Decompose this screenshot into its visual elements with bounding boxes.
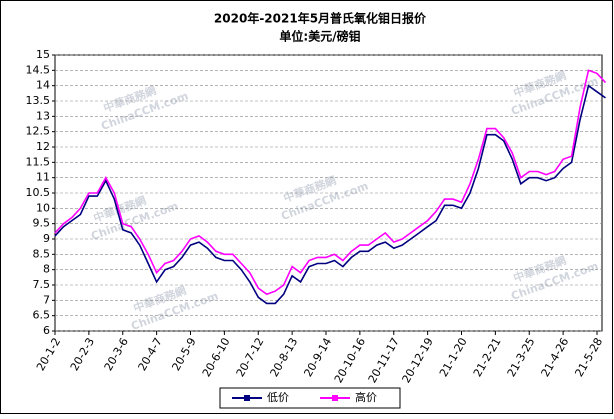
legend-marker	[244, 395, 250, 401]
y-tick-label: 15	[36, 48, 50, 61]
y-tick-label: 9.5	[33, 217, 51, 230]
y-tick-label: 12.5	[26, 125, 51, 138]
line-series	[54, 84, 606, 305]
y-tick-label: 8.5	[33, 247, 51, 260]
chart-subtitle: 单位:美元/磅钼	[279, 29, 360, 44]
y-tick-label: 14.5	[26, 63, 51, 76]
legend-label: 低价	[267, 391, 289, 404]
chart-title: 2020年-2021年5月普氏氧化钼日报价	[214, 11, 427, 26]
y-tick-label: 6.5	[33, 309, 51, 322]
legend-marker	[332, 395, 338, 401]
y-tick-label: 7	[43, 293, 50, 306]
y-tick-label: 10	[36, 201, 50, 214]
y-tick-label: 8	[43, 263, 50, 276]
y-tick-label: 7.5	[33, 278, 51, 291]
y-tick-label: 11.5	[26, 155, 51, 168]
legend-label: 高价	[355, 390, 377, 404]
line-series	[54, 69, 607, 296]
y-tick-label: 11	[36, 171, 50, 184]
y-tick-label: 14	[36, 79, 50, 92]
legend-box	[219, 387, 401, 409]
y-tick-label: 12	[36, 140, 50, 153]
y-tick-label: 9	[43, 232, 50, 245]
y-tick-label: 10.5	[26, 186, 51, 199]
y-tick-label: 13	[36, 109, 50, 122]
y-tick-label: 13.5	[26, 94, 51, 107]
y-tick-label: 6	[43, 324, 50, 337]
